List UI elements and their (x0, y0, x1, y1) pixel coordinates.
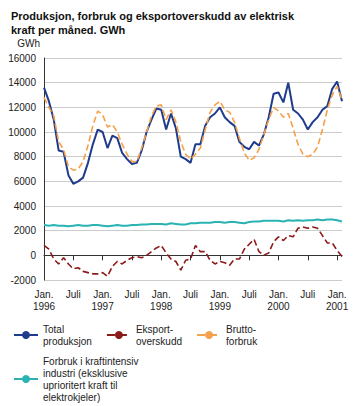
svg-text:Forbruk i kraftintensiv: Forbruk i kraftintensiv (43, 356, 139, 367)
svg-text:1999: 1999 (209, 301, 232, 312)
svg-text:kraft per måned. GWh: kraft per måned. GWh (11, 24, 126, 36)
svg-text:Jan.: Jan. (93, 289, 112, 300)
svg-text:14000: 14000 (8, 77, 36, 88)
svg-text:2001: 2001 (326, 301, 349, 312)
svg-text:produksjon: produksjon (43, 336, 92, 347)
svg-text:GWh: GWh (17, 38, 40, 49)
svg-text:10000: 10000 (8, 127, 36, 138)
svg-text:2000: 2000 (267, 301, 290, 312)
svg-text:forbruk: forbruk (226, 336, 258, 347)
svg-text:12000: 12000 (8, 102, 36, 113)
svg-text:elektrokjeler): elektrokjeler) (43, 392, 100, 403)
svg-text:4000: 4000 (14, 201, 37, 212)
svg-text:1996: 1996 (33, 301, 56, 312)
svg-text:Jan.: Jan. (35, 289, 54, 300)
svg-text:1998: 1998 (150, 301, 173, 312)
svg-text:Jan.: Jan. (210, 289, 229, 300)
svg-text:Jan.: Jan. (152, 289, 171, 300)
svg-text:Jan.: Jan. (328, 289, 347, 300)
svg-text:Juli: Juli (242, 289, 257, 300)
svg-text:Juli: Juli (66, 289, 81, 300)
svg-text:Juli: Juli (300, 289, 315, 300)
svg-text:8000: 8000 (14, 151, 37, 162)
svg-text:6000: 6000 (14, 176, 37, 187)
svg-text:industri (eksklusive: industri (eksklusive (43, 368, 128, 379)
svg-text:16000: 16000 (8, 53, 36, 64)
svg-text:Eksport-: Eksport- (136, 324, 173, 335)
svg-text:-2000: -2000 (10, 275, 36, 286)
svg-text:Produksjon, forbruk og eksport: Produksjon, forbruk og eksportoverskudd … (11, 10, 295, 22)
svg-text:Jan.: Jan. (269, 289, 288, 300)
svg-text:Juli: Juli (124, 289, 139, 300)
svg-text:Juli: Juli (183, 289, 198, 300)
svg-text:overskudd: overskudd (136, 336, 182, 347)
svg-text:Total: Total (43, 324, 64, 335)
svg-text:uprioritert kraft til: uprioritert kraft til (43, 380, 117, 391)
svg-text:2000: 2000 (14, 225, 37, 236)
svg-text:1997: 1997 (91, 301, 114, 312)
svg-text:0: 0 (30, 250, 36, 261)
svg-text:Brutto-: Brutto- (226, 324, 256, 335)
